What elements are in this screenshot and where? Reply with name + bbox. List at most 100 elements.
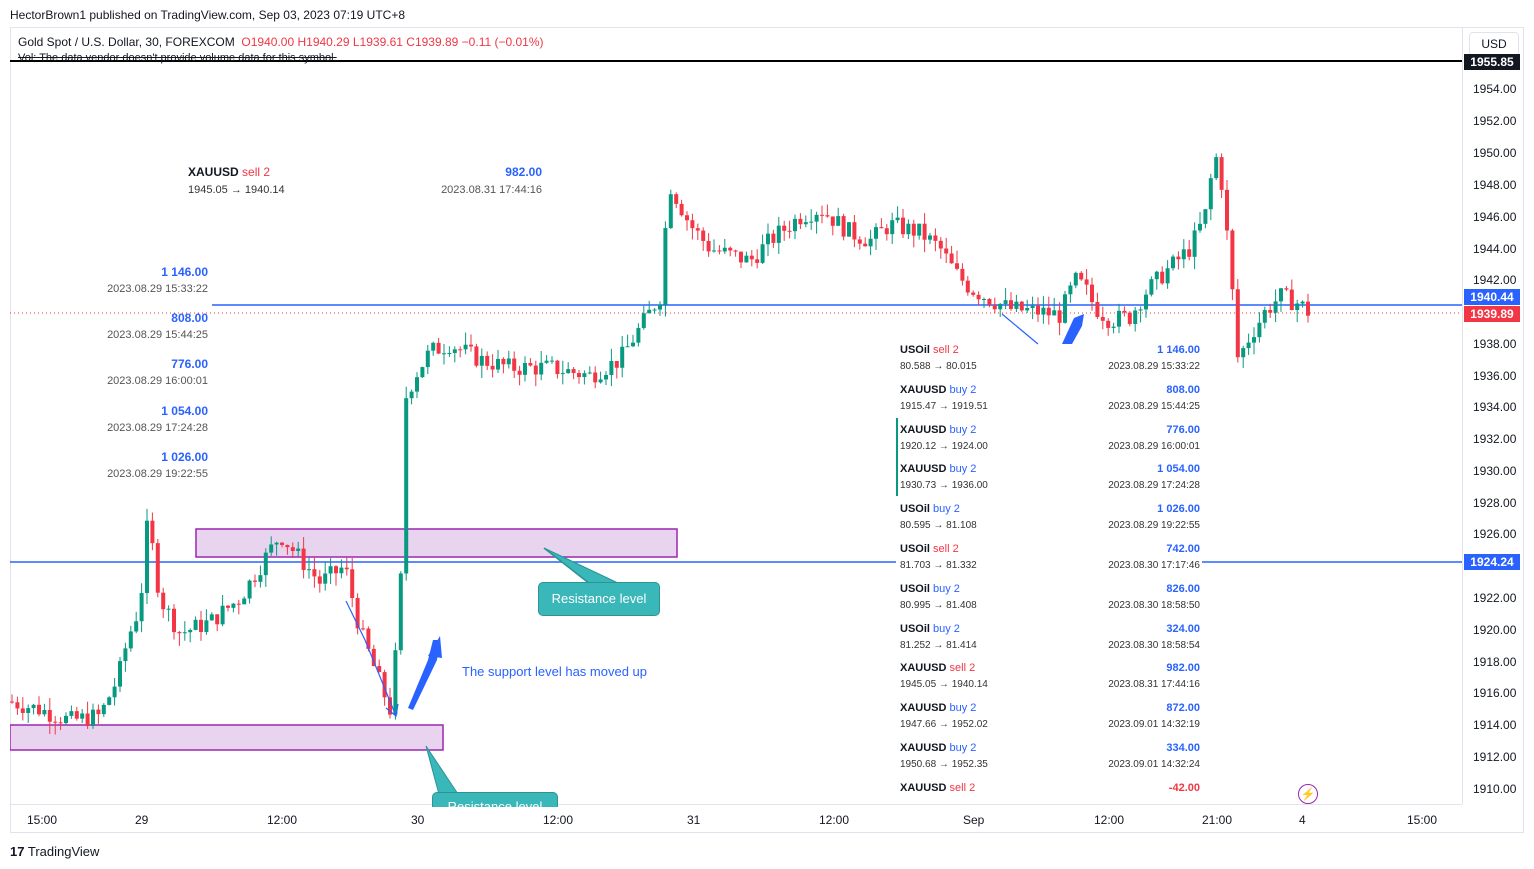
candle-body [1214,157,1219,179]
time-scale[interactable]: 15:00 29 12:00 30 12:00 31 12:00 Sep 12:00 21:00 4… [10,804,1462,834]
price-tick: 1930.00 [1473,464,1517,478]
candle-body [431,342,436,351]
price-tick: 1936.00 [1473,369,1517,383]
trade-amount: 776.00 [1166,423,1200,436]
candle-body [825,215,830,217]
candle-body [663,228,668,305]
candle-body [1100,316,1105,321]
candle-body [1289,289,1294,311]
candle-body [1268,309,1273,313]
price-tick: 1926.00 [1473,527,1517,541]
trade-date: 2023.08.29 15:44:25 [1108,400,1200,412]
footer-brand: TradingView [27,844,100,859]
candle-body [101,704,106,715]
trade-prices: 81.703 → 81.332 [900,560,977,571]
price-tick: 1928.00 [1473,496,1517,510]
candle-body [928,235,932,240]
candle-body [776,225,781,243]
trade-action: buy 2 [949,463,977,476]
candle-body [1198,223,1202,231]
candle-body [836,216,841,226]
chart-plot[interactable] [10,28,1462,804]
trade-row: XAUUSD sell 2 1945.05 → 1940.14 982.00 2023… [900,662,1200,702]
lightning-icon[interactable]: ⚡ [1298,784,1318,804]
trade-amount: 324.00 [1166,622,1200,635]
trade-prices: 1947.66 → 1952.02 [900,719,988,731]
candle-body [317,576,322,584]
candle-body [690,220,695,229]
trade-amount: 1 146.00 [1157,344,1200,356]
candle-body [803,222,808,225]
candle-body [636,327,641,343]
candle-body [938,240,943,249]
candle-body [809,221,814,223]
candle-body [771,233,776,243]
candle-body [1160,271,1165,284]
left-trade-date: 2023.08.29 17:24:28 [107,422,208,434]
time-tick: 15:00 [1407,813,1438,827]
time-tick: 4 [1299,813,1306,827]
candle-body [1235,289,1240,358]
candle-body [874,227,878,239]
trade-action: sell 2 [933,344,959,356]
candle-body [674,194,679,204]
current-price-label: 1939.89 [1464,306,1520,322]
candle-body [247,580,252,599]
candle-body [755,259,760,263]
candle-body [290,547,295,552]
candle-body [609,361,614,375]
candle-body [847,222,851,237]
candle-body [782,225,787,231]
candle-body [712,250,716,252]
candle-body [134,621,139,632]
candle-body [533,365,538,375]
candle-body [447,353,452,355]
candle-body [857,239,862,244]
candle-body [285,544,290,548]
candle-body [906,223,911,235]
resistance-callout: Resistance level [538,582,660,616]
candle-body [1241,348,1246,358]
candle-body [193,619,198,630]
candle-body [242,598,247,605]
candle-body [620,346,625,368]
candle-body [717,250,722,252]
candle-body [1284,288,1289,290]
candle-body [415,377,419,392]
trade-prices: 80.995 → 81.408 [900,599,977,611]
price-tick: 1946.00 [1473,210,1517,224]
price-tick: 1916.00 [1473,686,1517,700]
candle-body [1187,249,1192,257]
legend-close: C1939.89 [406,35,459,49]
candle-body [631,342,635,347]
candlestick-chart [10,60,1462,799]
candle-body [145,520,149,594]
top-note-title: XAUUSD sell 2 [188,165,270,179]
trade-date: 2023.09.01 14:32:24 [1108,759,1200,770]
candle-body [269,544,274,553]
trade-symbol: XAUUSD sell 2 [900,662,976,675]
candle-body [312,569,317,577]
time-tick: 15:00 [27,813,58,827]
price-scale[interactable]: 1954.00 1952.00 1950.00 1948.00 1946.00 1944.… [1462,28,1525,804]
candle-body [501,358,506,365]
trade-row: USOil sell 2 80.588 → 80.015 1 146.00 2023.… [900,344,1200,384]
candle-body [863,243,868,247]
trade-date: 2023.08.30 17:17:46 [1108,560,1200,571]
time-tick: 30 [411,813,425,827]
trade-amount: 742.00 [1166,543,1200,555]
time-tick: Sep [963,813,985,827]
candle-body [161,592,166,610]
candle-body [512,358,517,371]
candle-body [647,309,652,314]
candle-body [150,520,155,544]
candle-body [1025,308,1030,311]
candle-body [350,569,355,598]
candle-body [555,360,560,375]
up-arrow-head-icon [428,636,442,658]
candle-body [955,263,959,269]
candle-body [577,373,581,378]
candle-body [74,711,79,719]
down-arrow-head [385,703,399,718]
trade-date: 2023.08.30 18:58:50 [1108,599,1200,611]
